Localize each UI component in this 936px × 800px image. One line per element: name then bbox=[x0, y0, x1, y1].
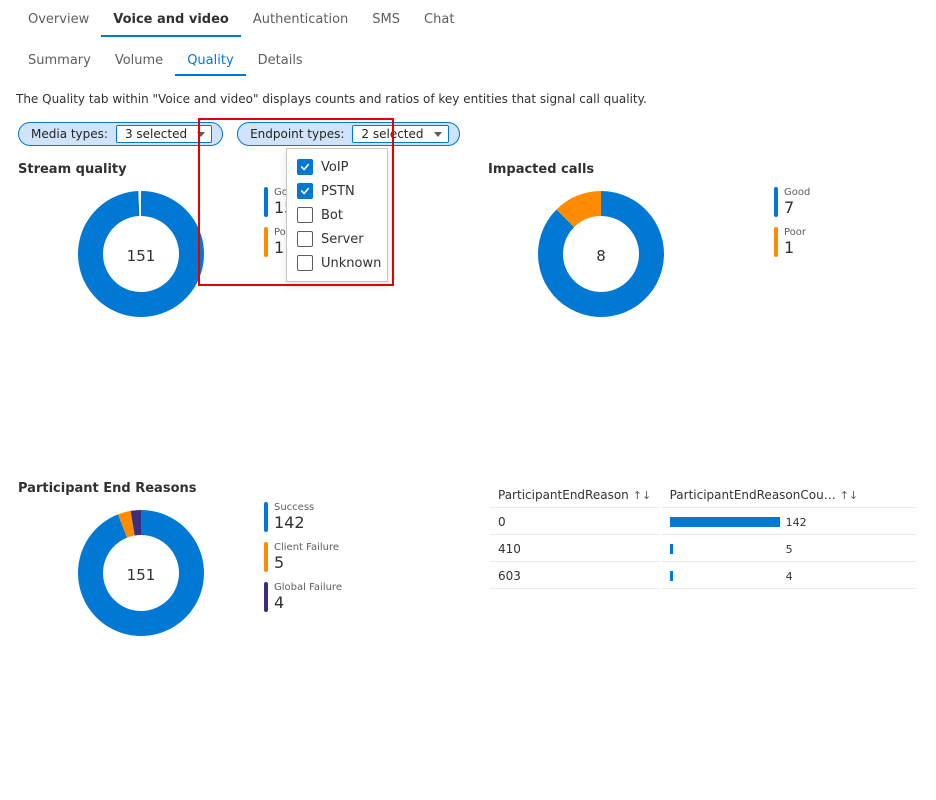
subtab-quality[interactable]: Quality bbox=[175, 49, 245, 76]
filters-row: Media types: 3 selected Endpoint types: … bbox=[0, 118, 936, 162]
table-row[interactable]: 0142 bbox=[490, 510, 916, 535]
legend-color-bar bbox=[264, 187, 268, 217]
chevron-down-icon bbox=[434, 132, 442, 137]
endpoint-option-label: Bot bbox=[321, 208, 343, 223]
endpoint-dropdown: VoIP PSTN Bot Server Unknown bbox=[286, 148, 388, 282]
legend-item: Poor1 bbox=[774, 227, 810, 257]
legend-value: 7 bbox=[784, 199, 810, 217]
tab-authentication[interactable]: Authentication bbox=[241, 6, 360, 37]
endpoint-option[interactable]: PSTN bbox=[287, 179, 387, 203]
stream-quality-donut: 151 bbox=[78, 191, 204, 321]
endpoint-option-label: Unknown bbox=[321, 256, 381, 271]
legend-item: Global Failure4 bbox=[264, 582, 342, 612]
impacted-calls-legend: Good7 Poor1 bbox=[774, 187, 810, 257]
legend-color-bar bbox=[264, 227, 268, 257]
impacted-calls-title: Impacted calls bbox=[488, 162, 918, 177]
legend-color-bar bbox=[264, 582, 268, 612]
primary-tab-row: Overview Voice and video Authentication … bbox=[0, 0, 936, 37]
section-impacted-calls: Impacted calls 8 Good7 Poor1 bbox=[488, 162, 918, 321]
legend-label: Client Failure bbox=[274, 542, 339, 553]
filter-endpoint-select[interactable]: 2 selected bbox=[352, 125, 448, 143]
section-reason-table: ParticipantEndReason↑↓ ParticipantEndRea… bbox=[488, 481, 918, 640]
checkbox-icon[interactable] bbox=[297, 183, 313, 199]
legend-value: 5 bbox=[274, 554, 339, 572]
participant-end-reasons-donut: 151 bbox=[78, 510, 204, 640]
legend-item: Client Failure5 bbox=[264, 542, 342, 572]
section-participant-end-reasons: Participant End Reasons 151 Success142 Cl… bbox=[18, 481, 448, 640]
participant-end-reasons-title: Participant End Reasons bbox=[18, 481, 448, 496]
filter-endpoint-selected-text: 2 selected bbox=[361, 127, 423, 141]
reason-table: ParticipantEndReason↑↓ ParticipantEndRea… bbox=[488, 481, 918, 591]
legend-label: Global Failure bbox=[274, 582, 342, 593]
count-cell: 5 bbox=[662, 537, 916, 562]
subtab-details[interactable]: Details bbox=[246, 49, 315, 76]
endpoint-option-label: Server bbox=[321, 232, 364, 247]
sort-icon: ↑↓ bbox=[840, 489, 858, 502]
subtab-volume[interactable]: Volume bbox=[103, 49, 175, 76]
legend-item: Good7 bbox=[774, 187, 810, 217]
impacted-calls-donut: 8 bbox=[538, 191, 664, 321]
reason-cell: 0 bbox=[490, 510, 660, 535]
checkbox-icon[interactable] bbox=[297, 255, 313, 271]
filter-media-selected-text: 3 selected bbox=[125, 127, 187, 141]
sort-icon: ↑↓ bbox=[633, 489, 651, 502]
endpoint-option[interactable]: VoIP bbox=[287, 155, 387, 179]
endpoint-option[interactable]: Unknown bbox=[287, 251, 387, 275]
checkbox-icon[interactable] bbox=[297, 159, 313, 175]
legend-label: Poor bbox=[784, 227, 806, 238]
filter-endpoint-types[interactable]: Endpoint types: 2 selected bbox=[237, 122, 459, 146]
endpoint-option[interactable]: Bot bbox=[287, 203, 387, 227]
reason-cell: 603 bbox=[490, 564, 660, 589]
filter-media-label: Media types: bbox=[31, 127, 108, 141]
legend-value: 4 bbox=[274, 594, 342, 612]
filter-endpoint-label: Endpoint types: bbox=[250, 127, 344, 141]
reason-cell: 410 bbox=[490, 537, 660, 562]
tab-chat[interactable]: Chat bbox=[412, 6, 466, 37]
legend-color-bar bbox=[264, 502, 268, 532]
legend-color-bar bbox=[774, 187, 778, 217]
filter-media-types[interactable]: Media types: 3 selected bbox=[18, 122, 223, 146]
endpoint-option-label: PSTN bbox=[321, 184, 355, 199]
checkbox-icon[interactable] bbox=[297, 231, 313, 247]
endpoint-option-label: VoIP bbox=[321, 160, 349, 175]
stream-quality-total: 151 bbox=[127, 247, 156, 265]
checkbox-icon[interactable] bbox=[297, 207, 313, 223]
tab-overview[interactable]: Overview bbox=[16, 6, 101, 37]
sections-grid: Stream quality 151 Good150Poor1 Impacted… bbox=[0, 162, 936, 800]
participant-end-reasons-legend: Success142 Client Failure5 Global Failure4 bbox=[264, 502, 342, 612]
tab-sms[interactable]: SMS bbox=[360, 6, 412, 37]
count-cell: 4 bbox=[662, 564, 916, 589]
chevron-down-icon bbox=[197, 132, 205, 137]
reason-table-col-reason[interactable]: ParticipantEndReason↑↓ bbox=[490, 483, 660, 508]
legend-label: Good bbox=[784, 187, 810, 198]
legend-color-bar bbox=[774, 227, 778, 257]
legend-color-bar bbox=[264, 542, 268, 572]
participant-end-reasons-total: 151 bbox=[127, 566, 156, 584]
subtab-summary[interactable]: Summary bbox=[16, 49, 103, 76]
table-row[interactable]: 6034 bbox=[490, 564, 916, 589]
legend-label: Success bbox=[274, 502, 314, 513]
tab-voice-and-video[interactable]: Voice and video bbox=[101, 6, 241, 37]
reason-table-col-count[interactable]: ParticipantEndReasonCou…↑↓ bbox=[662, 483, 916, 508]
secondary-tab-row: Summary Volume Quality Details bbox=[0, 37, 936, 76]
count-cell: 142 bbox=[662, 510, 916, 535]
legend-value: 142 bbox=[274, 514, 314, 532]
filter-media-select[interactable]: 3 selected bbox=[116, 125, 212, 143]
quality-description: The Quality tab within "Voice and video"… bbox=[0, 76, 936, 118]
table-row[interactable]: 4105 bbox=[490, 537, 916, 562]
endpoint-option[interactable]: Server bbox=[287, 227, 387, 251]
legend-value: 1 bbox=[784, 239, 806, 257]
legend-item: Success142 bbox=[264, 502, 342, 532]
impacted-calls-total: 8 bbox=[596, 247, 606, 265]
